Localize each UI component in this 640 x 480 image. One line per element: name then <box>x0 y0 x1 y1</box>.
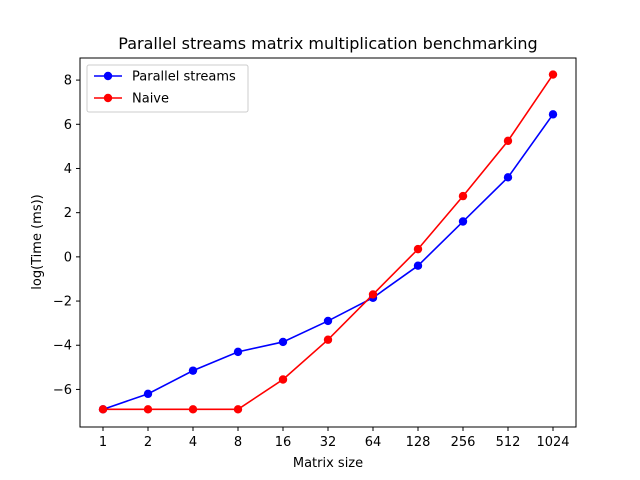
y-tick-label: −2 <box>53 295 72 310</box>
y-tick-label: −6 <box>53 383 72 398</box>
naive-data-point <box>143 405 153 414</box>
parallel-streams-data-point <box>233 347 243 357</box>
y-tick-label: 2 <box>64 206 72 221</box>
y-tick-label: 0 <box>64 250 72 265</box>
x-tick-label: 1 <box>99 435 107 450</box>
x-tick-label: 1024 <box>536 435 569 450</box>
x-tick-label: 2 <box>144 435 152 450</box>
chart-title: Parallel streams matrix multiplication b… <box>118 34 537 53</box>
y-tick-label: 6 <box>64 118 72 133</box>
y-tick-label: 8 <box>64 74 72 89</box>
x-tick-label: 32 <box>320 435 337 450</box>
y-axis: −6 −4 −2 0 2 4 6 8 <box>53 74 80 398</box>
naive-data-point <box>323 335 333 344</box>
naive-data-point <box>98 405 108 414</box>
naive-legend-label: Naive <box>132 92 169 107</box>
parallel-streams-data-point <box>143 389 153 399</box>
naive-data-point <box>233 405 243 414</box>
x-tick-label: 4 <box>189 435 197 450</box>
parallel-streams-legend-marker <box>103 71 113 81</box>
parallel-streams-data-point <box>188 366 198 375</box>
legend-box <box>86 64 249 113</box>
parallel-streams-legend-label: Parallel streams <box>132 70 236 85</box>
parallel-streams-data-point <box>458 217 468 226</box>
parallel-streams-data-point <box>548 110 558 119</box>
x-tick-label: 16 <box>275 435 292 450</box>
parallel-streams-data-point <box>413 261 423 270</box>
naive-data-point <box>188 405 198 414</box>
x-tick-label: 64 <box>365 435 382 450</box>
naive-data-point <box>458 191 468 201</box>
naive-data-point <box>368 290 378 299</box>
y-axis-label: log(Time (ms)) <box>30 194 45 290</box>
x-tick-label: 256 <box>451 435 476 450</box>
parallel-streams-data-point <box>278 337 288 347</box>
x-axis: 1 2 4 8 16 32 64 128 256 512 1024 <box>99 427 570 450</box>
x-tick-label: 128 <box>406 435 431 450</box>
y-tick-label: 4 <box>64 162 72 177</box>
x-axis-label: Matrix size <box>293 456 363 471</box>
legend: Parallel streams Naive <box>86 64 249 113</box>
y-tick-label: −4 <box>53 339 72 354</box>
naive-data-point <box>278 375 288 384</box>
parallel-streams-data-point <box>503 173 513 182</box>
naive-data-point <box>548 70 558 79</box>
x-tick-label: 512 <box>496 435 521 450</box>
series-layer <box>98 70 558 414</box>
naive-data-point <box>413 244 423 254</box>
naive-data-point <box>503 136 513 146</box>
naive-legend-marker <box>103 93 113 103</box>
x-tick-label: 8 <box>234 435 242 450</box>
parallel-streams-data-point <box>323 316 333 326</box>
